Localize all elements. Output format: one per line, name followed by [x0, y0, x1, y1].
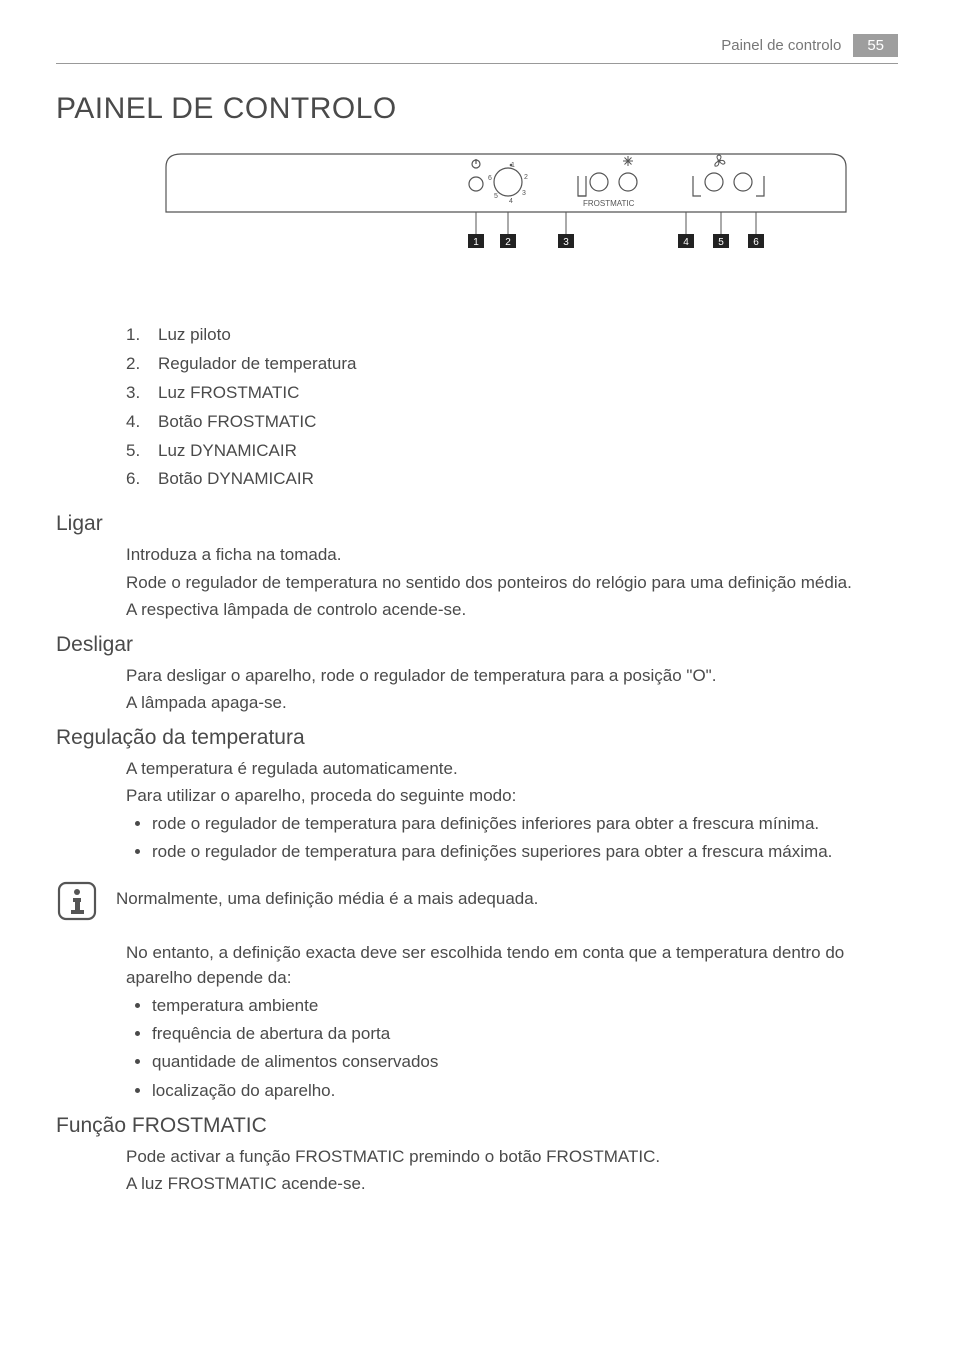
bullet-item: localização do aparelho. — [152, 1078, 898, 1104]
legend-item: 1.Luz piloto — [126, 321, 898, 350]
svg-text:6: 6 — [488, 175, 492, 182]
svg-text:6: 6 — [753, 237, 759, 248]
callout-1: 1 — [468, 234, 484, 248]
callout-3: 3 — [558, 234, 574, 248]
svg-text:1: 1 — [473, 237, 479, 248]
callout-2: 2 — [500, 234, 516, 248]
heading-desligar: Desligar — [56, 633, 898, 657]
bullet-item: frequência de abertura da porta — [152, 1021, 898, 1047]
heading-frostmatic: Função FROSTMATIC — [56, 1114, 898, 1138]
body-ligar: Introduza a ficha na tomada. Rode o regu… — [126, 542, 898, 623]
legend-item: 3.Luz FROSTMATIC — [126, 379, 898, 408]
legend-item: 5.Luz DYNAMICAIR — [126, 437, 898, 466]
page-header: Painel de controlo 55 — [56, 34, 898, 64]
info-icon — [56, 880, 98, 922]
body-frostmatic: Pode activar a função FROSTMATIC premind… — [126, 1144, 898, 1197]
legend-item: 4.Botão FROSTMATIC — [126, 408, 898, 437]
legend-item: 6.Botão DYNAMICAIR — [126, 465, 898, 494]
bullet-item: rode o regulador de temperatura para def… — [152, 811, 898, 837]
svg-text:3: 3 — [522, 190, 526, 197]
body-regulacao-2: No entanto, a definição exacta deve ser … — [126, 940, 898, 991]
bullet-item: rode o regulador de temperatura para def… — [152, 839, 898, 865]
svg-text:4: 4 — [509, 198, 513, 205]
heading-regulacao: Regulação da temperatura — [56, 726, 898, 750]
control-panel-diagram: 1 2 3 4 5 6 FROSTMATIC — [146, 152, 866, 292]
callout-5: 5 — [713, 234, 729, 248]
bullet-item: quantidade de alimentos conservados — [152, 1049, 898, 1075]
svg-text:3: 3 — [563, 237, 569, 248]
bullets-regulacao-2: temperatura ambiente frequência de abert… — [152, 993, 898, 1104]
info-note-text: Normalmente, uma definição média é a mai… — [116, 880, 538, 912]
callout-4: 4 — [678, 234, 694, 248]
frostmatic-label: FROSTMATIC — [583, 199, 635, 208]
svg-text:4: 4 — [683, 237, 689, 248]
header-section: Painel de controlo — [721, 37, 841, 54]
legend-item: 2.Regulador de temperatura — [126, 350, 898, 379]
svg-text:5: 5 — [494, 193, 498, 200]
body-desligar: Para desligar o aparelho, rode o regulad… — [126, 663, 898, 716]
page-number: 55 — [853, 34, 898, 57]
bullet-item: temperatura ambiente — [152, 993, 898, 1019]
svg-text:5: 5 — [718, 237, 724, 248]
bullets-regulacao: rode o regulador de temperatura para def… — [152, 811, 898, 866]
svg-text:2: 2 — [505, 237, 511, 248]
info-note-row: Normalmente, uma definição média é a mai… — [56, 880, 898, 922]
callout-6: 6 — [748, 234, 764, 248]
legend-list: 1.Luz piloto 2.Regulador de temperatura … — [126, 321, 898, 494]
heading-ligar: Ligar — [56, 512, 898, 536]
svg-text:2: 2 — [524, 174, 528, 181]
page-title: PAINEL DE CONTROLO — [56, 92, 898, 126]
body-regulacao: A temperatura é regulada automaticamente… — [126, 756, 898, 809]
